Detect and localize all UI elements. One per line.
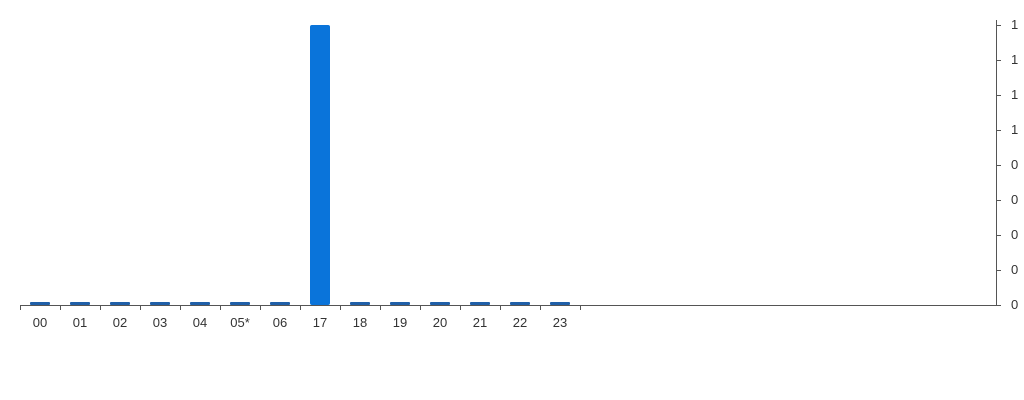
- y-axis-ticks: 0 0 0 0 0 1 1 1 1: [996, 17, 1018, 312]
- bar-03[interactable]: [150, 302, 170, 305]
- y-tick-label: 0: [1011, 297, 1018, 312]
- bar-23[interactable]: [550, 302, 570, 305]
- y-tick-label: 0: [1011, 227, 1018, 242]
- bar-18[interactable]: [350, 302, 370, 305]
- bar-22[interactable]: [510, 302, 530, 305]
- x-tick-label-01: 01: [73, 315, 87, 330]
- x-tick-label-18: 18: [353, 315, 367, 330]
- y-tick-label: 1: [1011, 52, 1018, 67]
- bar-19[interactable]: [390, 302, 410, 305]
- x-tick-label-22: 22: [513, 315, 527, 330]
- x-tick-label-06: 06: [273, 315, 287, 330]
- bar-20[interactable]: [430, 302, 450, 305]
- bars-group: [30, 25, 570, 305]
- bar-05*[interactable]: [230, 302, 250, 305]
- y-tick-label: 0: [1011, 262, 1018, 277]
- y-tick-label: 0: [1011, 192, 1018, 207]
- x-tick-label-19: 19: [393, 315, 407, 330]
- x-tick-label-23: 23: [553, 315, 567, 330]
- y-tick-label: 1: [1011, 87, 1018, 102]
- x-tick-label-05*: 05*: [230, 315, 250, 330]
- bar-06[interactable]: [270, 302, 290, 305]
- y-tick-label: 1: [1011, 17, 1018, 32]
- bar-17[interactable]: [310, 25, 330, 305]
- bar-01[interactable]: [70, 302, 90, 305]
- y-tick-label: 0: [1011, 157, 1018, 172]
- x-tick-label-02: 02: [113, 315, 127, 330]
- y-tick-label: 1: [1011, 122, 1018, 137]
- bar-00[interactable]: [30, 302, 50, 305]
- x-tick-label-20: 20: [433, 315, 447, 330]
- x-axis-ticks: 00 01 02 03 04 05* 06 17 18 19 20 21 22 23: [20, 305, 581, 330]
- x-tick-label-03: 03: [153, 315, 167, 330]
- bar-04[interactable]: [190, 302, 210, 305]
- x-tick-label-21: 21: [473, 315, 487, 330]
- x-tick-label-04: 04: [193, 315, 207, 330]
- bar-21[interactable]: [470, 302, 490, 305]
- x-tick-label-00: 00: [33, 315, 47, 330]
- bar-02[interactable]: [110, 302, 130, 305]
- x-tick-label-17: 17: [313, 315, 327, 330]
